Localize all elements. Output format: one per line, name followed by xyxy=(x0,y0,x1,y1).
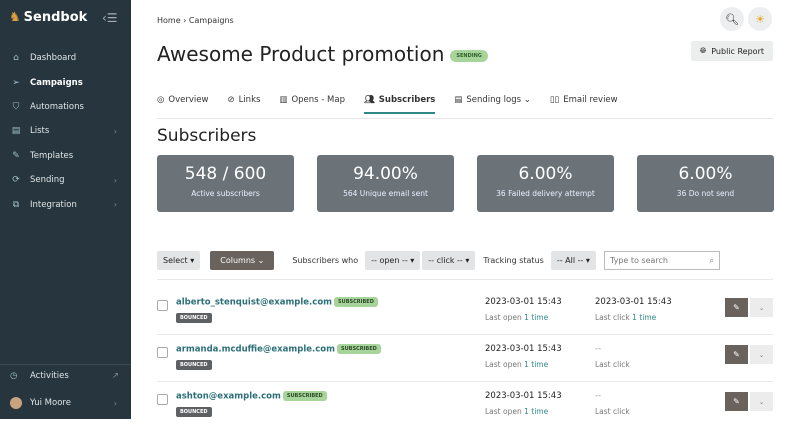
sun-icon: ☀ xyxy=(755,12,765,26)
table-row: armanda.mcduffie@example.com SUBSCRIBED B… xyxy=(157,344,773,384)
edit-icon: ✎ xyxy=(12,150,20,161)
home-icon: ⌂ xyxy=(13,53,19,64)
more-actions-button[interactable]: ⌄ xyxy=(750,345,773,364)
stat-card: 6.00% 36 Failed delivery attempt xyxy=(477,155,614,212)
avatar xyxy=(10,397,22,409)
bounced-badge: BOUNCED xyxy=(176,360,212,370)
status-badge: SENDING xyxy=(450,49,488,62)
pencil-icon: ✎ xyxy=(733,397,740,406)
sidebar-item-sending[interactable]: ⟳ Sending › xyxy=(0,168,131,192)
divider xyxy=(0,364,131,365)
tab-icon: ▤ xyxy=(454,95,463,105)
section-title: Subscribers xyxy=(157,126,257,146)
subscriber-email-link[interactable]: alberto_stenquist@example.com xyxy=(176,297,333,308)
shield-icon: ⛉ xyxy=(12,101,20,112)
stat-card: 94.00% 564 Unique email sent xyxy=(317,155,454,212)
sidebar-item-activities[interactable]: ◷ Activities ↗ xyxy=(10,371,119,381)
open-count-link[interactable]: 1 time xyxy=(524,360,549,369)
sidebar: ♞ Sendbok ‹☰ ⌂ Dashboard ➢ Campaigns ⛉ Automat… xyxy=(0,0,131,419)
chevron-right-icon: › xyxy=(113,126,117,136)
external-link-icon: ↗ xyxy=(111,371,119,381)
stat-card: 6.00% 36 Do not send xyxy=(637,155,774,212)
tracking-status-filter[interactable]: -- All -- ▾ xyxy=(550,251,596,270)
row-checkbox[interactable] xyxy=(157,394,168,405)
search-button[interactable]: 🔍︎ xyxy=(720,7,744,31)
tab-opens-map[interactable]: ▥ Opens - Map xyxy=(279,95,345,105)
tab-links[interactable]: ⊘ Links xyxy=(227,95,261,105)
sidebar-item-templates[interactable]: ✎ Templates xyxy=(0,144,131,168)
tab-icon: ▥ xyxy=(279,95,288,105)
row-checkbox[interactable] xyxy=(157,300,168,311)
tab-icon: ◎ xyxy=(157,95,165,105)
bounced-badge: BOUNCED xyxy=(176,313,212,323)
table-row: ashton@example.com SUBSCRIBED BOUNCED 202… xyxy=(157,391,773,431)
divider xyxy=(157,334,773,335)
deer-icon: ♞ xyxy=(9,10,21,25)
bounced-badge: BOUNCED xyxy=(176,407,212,417)
tab-icon: ⊘ xyxy=(227,95,235,105)
more-actions-button[interactable]: ⌄ xyxy=(750,392,773,411)
list-icon: ▤ xyxy=(11,126,21,137)
chevron-down-icon: ⌄ xyxy=(523,95,531,105)
globe-icon: 🌐︎ xyxy=(699,46,707,55)
chevron-right-icon: › xyxy=(113,175,117,185)
chevron-down-icon: ⌄ xyxy=(758,350,765,359)
pencil-icon: ✎ xyxy=(733,303,740,312)
open-filter[interactable]: -- open -- ▾ xyxy=(365,251,421,270)
search-icon: ⌕ xyxy=(709,255,714,265)
breadcrumb: Home › Campaigns xyxy=(157,16,234,25)
sidebar-item-lists[interactable]: ▤ Lists › xyxy=(11,126,117,137)
chevron-down-icon: ⌄ xyxy=(758,397,765,406)
divider xyxy=(157,118,773,119)
search-input[interactable]: Type to search ⌕ xyxy=(603,251,720,270)
divider xyxy=(157,279,773,280)
theme-toggle[interactable]: ☀ xyxy=(748,7,772,31)
sync-icon: ⟳ xyxy=(12,175,20,186)
tab-icon: ▯▯ xyxy=(549,95,560,105)
tab-sending-logs[interactable]: ▤ Sending logs ⌄ xyxy=(454,95,531,105)
row-checkbox[interactable] xyxy=(157,347,168,358)
send-icon: ➢ xyxy=(12,77,20,88)
subscribed-badge: SUBSCRIBED xyxy=(282,391,327,401)
chevron-down-icon: ⌄ xyxy=(758,303,765,312)
columns-dropdown[interactable]: Columns ⌄ xyxy=(210,251,275,270)
edit-button[interactable]: ✎ xyxy=(725,392,748,411)
plug-icon: ⧉ xyxy=(12,199,20,210)
subscribed-badge: SUBSCRIBED xyxy=(336,344,381,354)
page-title: Awesome Product promotion SENDING xyxy=(157,42,488,66)
open-count-link[interactable]: 1 time xyxy=(524,407,549,416)
sidebar-item-dashboard[interactable]: ⌂ Dashboard xyxy=(0,46,131,70)
user-menu[interactable]: Yui Moore › xyxy=(0,397,131,409)
logo[interactable]: ♞ Sendbok xyxy=(9,10,88,25)
tab-icon: 👥︎ xyxy=(364,95,375,105)
subscriber-email-link[interactable]: armanda.mcduffie@example.com xyxy=(176,344,335,355)
tab-overview[interactable]: ◎ Overview xyxy=(157,95,209,105)
table-row: alberto_stenquist@example.com SUBSCRIBED … xyxy=(157,297,773,337)
subscribed-badge: SUBSCRIBED xyxy=(334,297,378,307)
tab-subscribers[interactable]: 👥︎ Subscribers xyxy=(364,95,436,114)
sidebar-item-integration[interactable]: ⧉ Integration › xyxy=(0,192,131,216)
clock-icon: ◷ xyxy=(10,371,18,381)
search-icon: 🔍︎ xyxy=(725,12,739,26)
click-filter[interactable]: -- click -- ▾ xyxy=(422,251,476,270)
click-count-link[interactable]: 1 time xyxy=(632,313,657,322)
more-actions-button[interactable]: ⌄ xyxy=(750,298,773,317)
breadcrumb-home[interactable]: Home xyxy=(157,16,181,25)
sidebar-item-automations[interactable]: ⛉ Automations xyxy=(0,95,131,119)
edit-button[interactable]: ✎ xyxy=(725,345,748,364)
select-dropdown[interactable]: Select ▾ xyxy=(157,251,201,270)
open-count-link[interactable]: 1 time xyxy=(524,313,549,322)
tab-email-review[interactable]: ▯▯ Email review xyxy=(549,95,618,105)
public-report-button[interactable]: 🌐︎ Public Report xyxy=(690,41,773,61)
edit-button[interactable]: ✎ xyxy=(725,298,748,317)
stat-card: 548 / 600 Active subscribers xyxy=(157,155,294,212)
chevron-right-icon: › xyxy=(113,200,117,210)
subscriber-email-link[interactable]: ashton@example.com xyxy=(176,391,281,402)
pencil-icon: ✎ xyxy=(733,350,740,359)
sidebar-item-campaigns[interactable]: ➢ Campaigns xyxy=(0,70,131,94)
collapse-menu-icon[interactable]: ‹☰ xyxy=(102,11,118,25)
divider xyxy=(157,381,773,382)
chevron-right-icon: › xyxy=(113,398,117,408)
